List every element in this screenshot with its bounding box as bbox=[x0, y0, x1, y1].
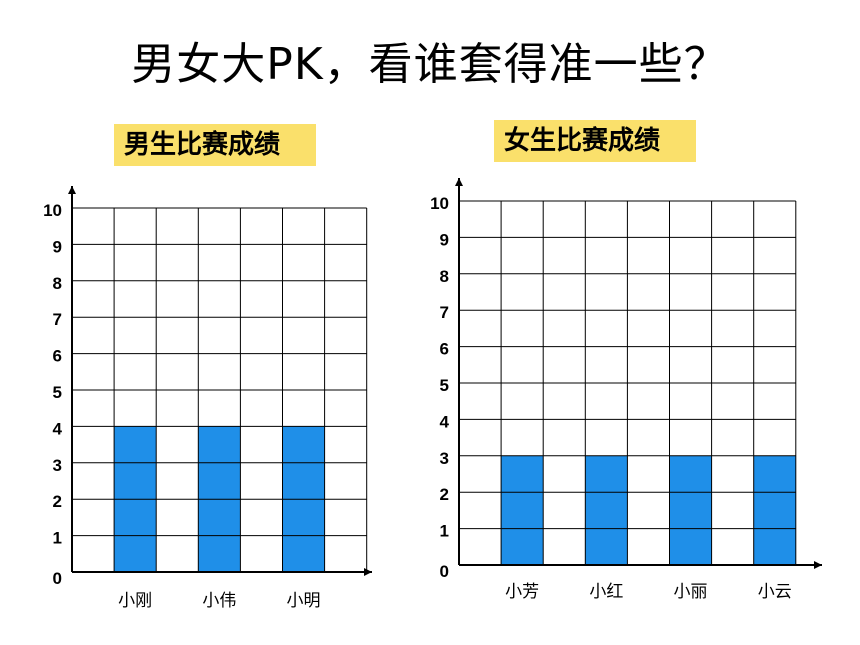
girls-y-tick-label: 6 bbox=[440, 340, 449, 359]
boys-chart-title: 男生比赛成绩 bbox=[114, 124, 316, 166]
girls-y-tick-label: 3 bbox=[440, 449, 449, 468]
girls-y-tick-label: 10 bbox=[430, 194, 449, 213]
girls-category-label: 小丽 bbox=[674, 582, 708, 601]
boys-y-tick-label: 7 bbox=[53, 310, 62, 329]
girls-y-axis-arrow bbox=[455, 178, 463, 186]
boys-category-label: 小伟 bbox=[202, 591, 236, 610]
girls-bar-2 bbox=[585, 455, 628, 565]
girls-category-label: 小红 bbox=[589, 582, 623, 601]
boys-y-axis-arrow bbox=[68, 186, 76, 194]
girls-y-tick-label: 0 bbox=[440, 562, 449, 581]
boys-y-tick-label: 9 bbox=[53, 237, 62, 256]
boys-y-tick-label: 6 bbox=[53, 347, 62, 366]
girls-chart-title: 女生比赛成绩 bbox=[494, 120, 696, 162]
girls-y-tick-label: 9 bbox=[440, 230, 449, 249]
boys-y-tick-label: 1 bbox=[53, 529, 62, 548]
boys-y-tick-label: 4 bbox=[53, 419, 63, 438]
boys-category-label: 小刚 bbox=[118, 591, 152, 610]
boys-y-tick-label: 5 bbox=[53, 383, 62, 402]
page-title: 男女大PK，看谁套得准一些？ bbox=[131, 39, 729, 90]
girls-y-tick-label: 5 bbox=[440, 376, 449, 395]
boys-x-axis-arrow bbox=[364, 568, 372, 576]
girls-bar-4 bbox=[753, 455, 796, 565]
girls-y-tick-label: 7 bbox=[440, 303, 449, 322]
girls-y-tick-label: 1 bbox=[440, 522, 449, 541]
girls-category-label: 小芳 bbox=[505, 582, 539, 601]
boys-y-tick-label: 0 bbox=[53, 569, 62, 588]
boys-y-tick-label: 10 bbox=[43, 201, 62, 220]
girls-x-axis-arrow bbox=[814, 561, 822, 569]
girls-y-tick-label: 8 bbox=[440, 267, 449, 286]
girls-bar-1 bbox=[501, 455, 544, 565]
boys-category-label: 小明 bbox=[287, 591, 321, 610]
girls-y-tick-label: 2 bbox=[440, 485, 449, 504]
girls-category-label: 小云 bbox=[758, 582, 792, 601]
girls-y-tick-label: 4 bbox=[440, 412, 450, 431]
boys-y-tick-label: 2 bbox=[53, 492, 62, 511]
boys-y-tick-label: 8 bbox=[53, 274, 62, 293]
girls-bar-3 bbox=[669, 455, 712, 565]
boys-y-tick-label: 3 bbox=[53, 456, 62, 475]
